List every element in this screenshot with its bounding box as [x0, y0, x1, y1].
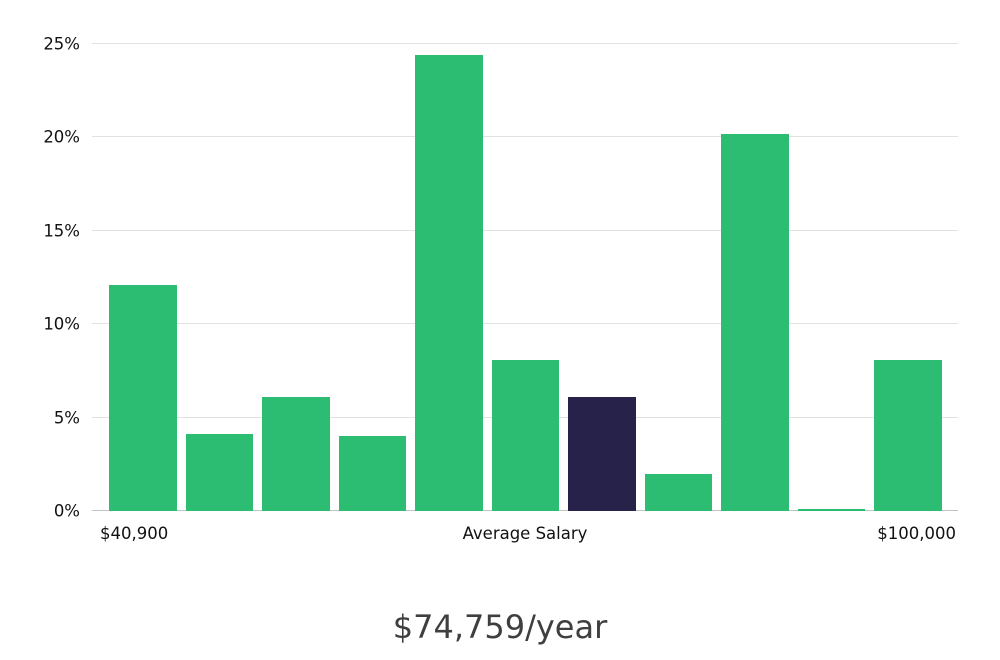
salary-distribution-chart: 0% 5% 10% 15% 20% 25% $40,900 Average Salary … [43, 14, 958, 550]
y-tick-label: 10% [43, 314, 80, 334]
y-tick-label: 5% [53, 408, 80, 428]
bar-salary-bin[interactable] [185, 434, 254, 511]
y-tick-label: 0% [53, 501, 80, 521]
bars [92, 14, 958, 511]
gridline [92, 323, 958, 325]
bar-average-salary-highlight[interactable] [568, 397, 636, 511]
bar-salary-bin[interactable] [721, 133, 789, 511]
bar-salary-bin[interactable] [491, 359, 560, 511]
plot-area: 0% 5% 10% 15% 20% 25% [43, 14, 958, 521]
bar-salary-bin[interactable] [874, 359, 943, 511]
bar-salary-bin[interactable] [797, 509, 866, 511]
x-label-max-salary: $100,000 [877, 524, 956, 543]
bar-salary-bin[interactable] [109, 284, 177, 511]
y-tick-label: 15% [43, 221, 80, 241]
x-label-average-salary: Average Salary [462, 524, 588, 543]
x-axis-labels: $40,900 Average Salary $100,000 [92, 524, 958, 550]
gridline [92, 42, 958, 44]
y-tick-label: 20% [43, 127, 80, 147]
x-label-min-salary: $40,900 [100, 524, 169, 543]
bar-salary-bin[interactable] [262, 397, 330, 511]
average-salary-caption: $74,759/year [392, 608, 608, 646]
y-tick-label: 25% [43, 34, 80, 54]
gridline [92, 136, 958, 138]
bar-salary-bin[interactable] [415, 55, 483, 511]
gridline [92, 229, 958, 231]
bar-salary-bin[interactable] [338, 436, 407, 511]
bar-salary-bin[interactable] [644, 473, 713, 511]
